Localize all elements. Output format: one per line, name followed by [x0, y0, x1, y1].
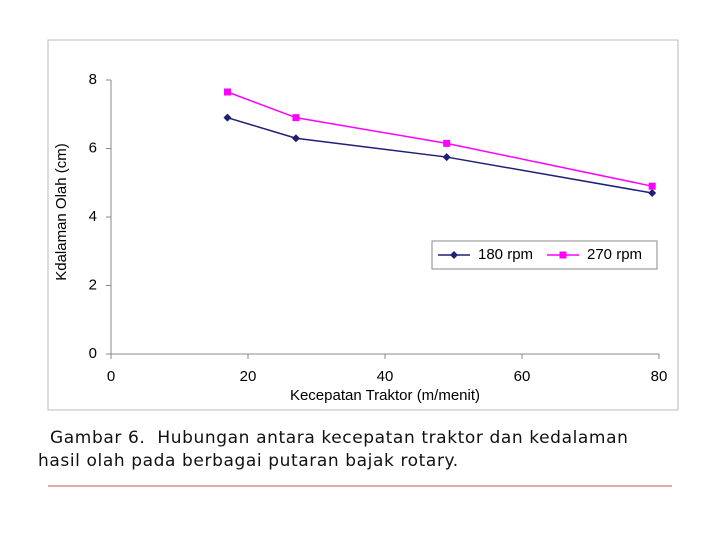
x-axis-title: Kecepatan Traktor (m/menit) — [290, 387, 480, 404]
marker — [223, 88, 231, 96]
x-tick-label: 80 — [651, 368, 668, 385]
series-line — [227, 116, 653, 194]
series-line — [227, 91, 653, 187]
marker — [442, 153, 451, 162]
marker — [648, 189, 657, 198]
marker — [443, 139, 451, 147]
x-tick-label: 60 — [514, 368, 531, 385]
y-tick-label: 4 — [89, 208, 97, 225]
y-tick-label: 0 — [89, 345, 97, 362]
x-tick-label: 0 — [107, 368, 115, 385]
marker — [223, 113, 232, 122]
marker — [559, 251, 567, 259]
legend-label: 270 rpm — [587, 246, 642, 263]
legend-label: 180 rpm — [478, 246, 533, 263]
marker — [292, 114, 300, 122]
x-tick-label: 40 — [377, 368, 394, 385]
caption-line: Gambar 6. Hubungan antara kecepatan trak… — [50, 428, 629, 448]
y-tick-label: 6 — [89, 139, 97, 156]
marker — [291, 134, 300, 143]
x-tick-label: 20 — [240, 368, 257, 385]
chart-frame — [47, 39, 679, 411]
caption-line: hasil olah pada berbagai putaran bajak r… — [38, 451, 459, 471]
y-axis-title: Kdalaman Olah (cm) — [53, 143, 70, 281]
y-tick-label: 8 — [89, 71, 97, 88]
marker — [450, 251, 458, 259]
marker — [648, 182, 656, 190]
y-tick-label: 2 — [89, 276, 97, 293]
